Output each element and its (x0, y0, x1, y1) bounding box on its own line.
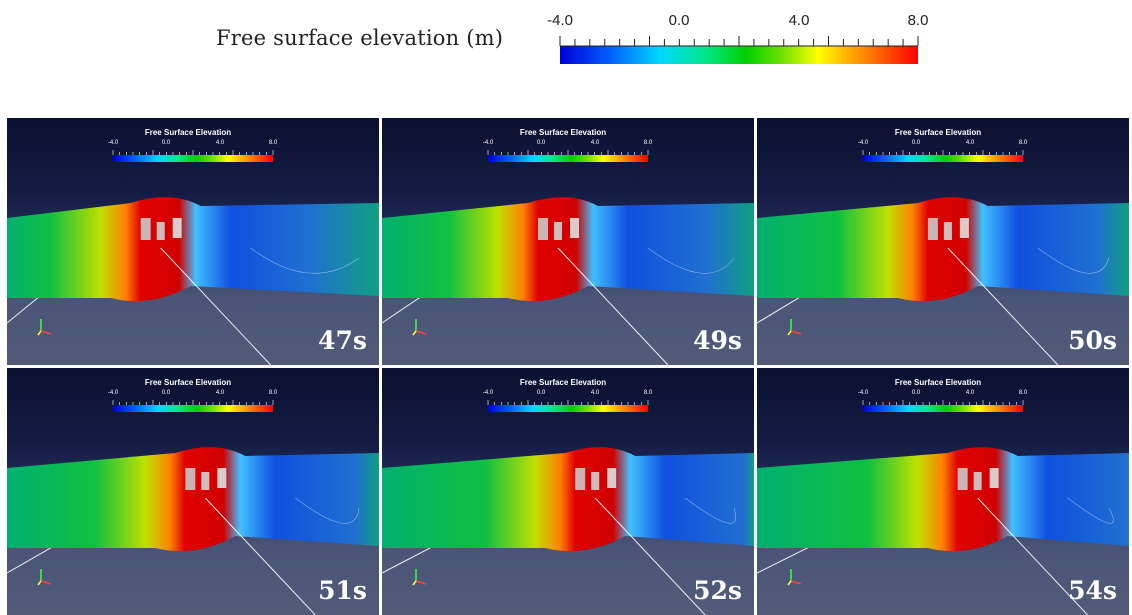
panel-colorbar-tick-label: 0.0 (161, 390, 171, 396)
panel-colorbar-tick-label: 8.0 (268, 140, 278, 146)
simulation-panel-grid: Free Surface Elevation -4.0 0.0 4.0 8.0 … (7, 118, 1131, 615)
panel-colorbar-tick-label: 4.0 (965, 390, 975, 396)
panel-time-label: 49s (693, 326, 742, 355)
axes-orientation-icon (787, 569, 802, 586)
figure-legend-title: Free surface elevation (m) (216, 26, 504, 50)
panel-colorbar-tick-label: 4.0 (590, 140, 600, 146)
colorbar-tick-label: -4.0 (547, 12, 573, 29)
panel-time-label: 47s (318, 326, 367, 355)
wave-surface-render (382, 197, 754, 365)
axes-orientation-icon (37, 319, 52, 336)
panel-time-label: 50s (1068, 326, 1117, 355)
colorbar-gradient (560, 46, 918, 64)
panel-colorbar-title: Free Surface Elevation (519, 378, 607, 387)
panel-colorbar-title: Free Surface Elevation (894, 378, 982, 387)
panel-colorbar-tick-label: -4.0 (482, 140, 494, 146)
panel-colorbar-ticks (487, 150, 649, 155)
panel-time-label: 51s (318, 576, 367, 605)
panel-colorbar: Free Surface Elevation -4.0 0.0 4.0 8.0 (103, 378, 277, 418)
panel-colorbar: Free Surface Elevation -4.0 0.0 4.0 8.0 (103, 128, 277, 168)
panel-colorbar: Free Surface Elevation -4.0 0.0 4.0 8.0 (478, 128, 652, 168)
panel-colorbar-tick-label: 4.0 (215, 390, 225, 396)
panel-colorbar-tick-label: 0.0 (536, 390, 546, 396)
simulation-panel: Free Surface Elevation -4.0 0.0 4.0 8.0 … (382, 118, 754, 365)
panel-colorbar-tick-label: -4.0 (107, 390, 119, 396)
axes-orientation-icon (37, 569, 52, 586)
panel-colorbar-gradient (488, 155, 648, 162)
panel-colorbar-gradient (113, 405, 273, 412)
panel-colorbar-title: Free Surface Elevation (144, 378, 232, 387)
panel-colorbar: Free Surface Elevation -4.0 0.0 4.0 8.0 (853, 378, 1027, 418)
panel-colorbar-tick-label: 4.0 (965, 140, 975, 146)
panel-colorbar-tick-label: 8.0 (1018, 140, 1028, 146)
panel-colorbar-ticks (862, 150, 1024, 155)
axes-orientation-icon (787, 319, 802, 336)
panel-colorbar-tick-label: 4.0 (215, 140, 225, 146)
panel-colorbar-tick-label: -4.0 (107, 140, 119, 146)
simulation-panel: Free Surface Elevation -4.0 0.0 4.0 8.0 … (382, 368, 754, 615)
panel-colorbar-title: Free Surface Elevation (144, 128, 232, 137)
panel-colorbar-tick-label: 8.0 (268, 390, 278, 396)
panel-colorbar-gradient (113, 155, 273, 162)
panel-colorbar: Free Surface Elevation -4.0 0.0 4.0 8.0 (478, 378, 652, 418)
panel-colorbar-tick-label: 8.0 (643, 390, 653, 396)
simulation-panel: Free Surface Elevation -4.0 0.0 4.0 8.0 … (757, 118, 1129, 365)
simulation-panel: Free Surface Elevation -4.0 0.0 4.0 8.0 … (7, 118, 379, 365)
colorbar-tick-label: 8.0 (907, 12, 929, 29)
panel-colorbar-tick-label: 0.0 (536, 140, 546, 146)
axes-orientation-icon (412, 319, 427, 336)
panel-colorbar-tick-label: 0.0 (911, 390, 921, 396)
simulation-panel: Free Surface Elevation -4.0 0.0 4.0 8.0 … (757, 368, 1129, 615)
panel-colorbar-gradient (488, 405, 648, 412)
panel-colorbar-tick-label: 0.0 (911, 140, 921, 146)
panel-colorbar-tick-label: -4.0 (857, 140, 869, 146)
wave-surface-render (382, 447, 754, 615)
panel-time-label: 52s (693, 576, 742, 605)
panel-colorbar: Free Surface Elevation -4.0 0.0 4.0 8.0 (853, 128, 1027, 168)
simulation-panel: Free Surface Elevation -4.0 0.0 4.0 8.0 … (7, 368, 379, 615)
wave-surface-render (7, 447, 379, 615)
wave-surface-render (7, 197, 379, 365)
panel-colorbar-gradient (863, 155, 1023, 162)
panel-time-label: 54s (1068, 576, 1117, 605)
panel-colorbar-tick-label: 8.0 (643, 140, 653, 146)
panel-colorbar-tick-label: -4.0 (857, 390, 869, 396)
panel-colorbar-gradient (863, 405, 1023, 412)
colorbar-tick-label: 0.0 (668, 12, 690, 29)
panel-colorbar-tick-label: -4.0 (482, 390, 494, 396)
panel-colorbar-ticks (112, 400, 274, 405)
colorbar-ticks (559, 36, 919, 47)
panel-colorbar-ticks (487, 400, 649, 405)
panel-colorbar-tick-label: 4.0 (590, 390, 600, 396)
panel-colorbar-tick-label: 0.0 (161, 140, 171, 146)
colorbar-tick-label: 4.0 (788, 12, 810, 29)
panel-colorbar-ticks (112, 150, 274, 155)
panel-colorbar-title: Free Surface Elevation (519, 128, 607, 137)
panel-colorbar-title: Free Surface Elevation (894, 128, 982, 137)
wave-surface-render (757, 197, 1129, 365)
main-colorbar: -4.0 0.0 4.0 8.0 (530, 8, 950, 68)
axes-orientation-icon (412, 569, 427, 586)
panel-colorbar-tick-label: 8.0 (1018, 390, 1028, 396)
panel-colorbar-ticks (862, 400, 1024, 405)
wave-surface-render (757, 447, 1129, 615)
